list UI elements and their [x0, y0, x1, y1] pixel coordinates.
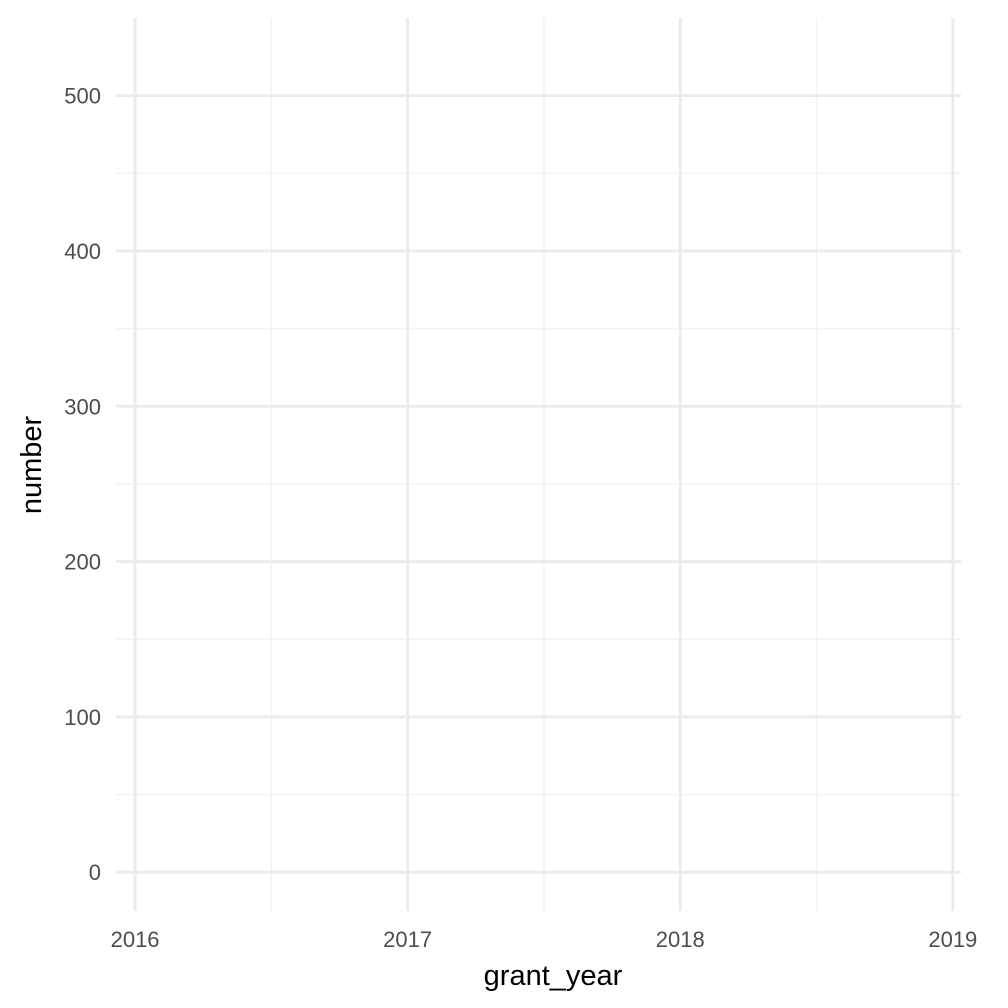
x-tick-label: 2019 [928, 927, 977, 952]
y-tick-label: 300 [64, 394, 101, 419]
y-tick-label: 100 [64, 705, 101, 730]
x-axis-title: grant_year [484, 960, 623, 992]
minor-gridlines [116, 18, 961, 911]
x-tick-label: 2018 [656, 927, 705, 952]
y-tick-label: 500 [64, 84, 101, 109]
x-tick-labels: 2016 2017 2018 2019 [111, 927, 978, 952]
x-tick-label: 2017 [383, 927, 432, 952]
y-tick-label: 400 [64, 239, 101, 264]
y-tick-label: 0 [89, 860, 101, 885]
major-gridlines [116, 18, 961, 911]
y-tick-labels: 0 100 200 300 400 500 [64, 84, 101, 886]
y-tick-label: 200 [64, 550, 101, 575]
y-axis-title: number [16, 415, 48, 514]
x-tick-label: 2016 [111, 927, 160, 952]
